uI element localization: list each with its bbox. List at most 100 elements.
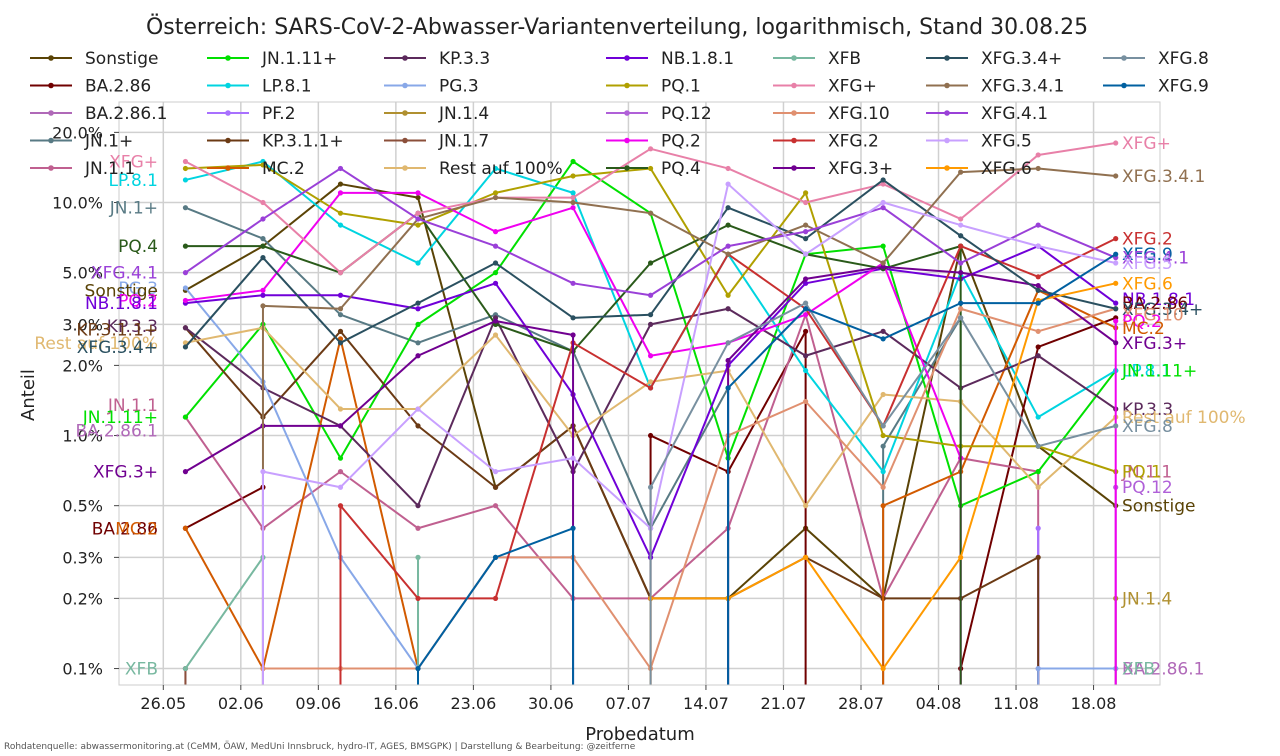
series-line: [649, 253, 729, 389]
legend-item-pq-4: PQ.4: [606, 159, 701, 179]
series-line: [495, 323, 574, 353]
data-point: [1035, 222, 1041, 228]
data-point: [1035, 414, 1041, 420]
data-point: [1113, 280, 1119, 286]
data-point: [570, 315, 576, 321]
series-line: [727, 253, 807, 372]
data-point: [880, 181, 886, 187]
legend-item-jn-1-4: JN.1.4: [384, 104, 489, 124]
series-line: [262, 164, 342, 215]
data-point: [492, 190, 499, 196]
data-point: [337, 222, 344, 228]
series-line: [262, 387, 341, 427]
series-line: [262, 323, 342, 459]
series-line: [417, 320, 496, 357]
data-point: [647, 165, 654, 172]
series-line: [417, 334, 497, 410]
data-point: [415, 595, 421, 602]
series-line: [262, 245, 341, 274]
series-line: [495, 527, 574, 559]
series-line: [184, 326, 264, 389]
series-line: [1037, 445, 1117, 473]
left-series-label: JN.1.11+: [82, 408, 158, 428]
series-line: [339, 218, 419, 310]
data-point: [415, 222, 421, 228]
series-line: [494, 282, 574, 396]
data-point: [647, 321, 654, 327]
right-series-label: Sonstige: [1122, 497, 1195, 517]
left-series-label: PG.3: [118, 279, 158, 299]
data-point: [1113, 236, 1119, 242]
data-point: [182, 665, 189, 672]
data-point: [415, 190, 421, 196]
series-line: [262, 470, 341, 489]
data-point: [1035, 344, 1041, 350]
data-point: [492, 165, 499, 172]
series-xfg-8: [647, 300, 1119, 685]
right-series-label: XFB: [1122, 660, 1155, 680]
data-point: [260, 287, 266, 293]
legend-item-xfb: XFB: [773, 49, 861, 69]
left-series-label: NB.1.8.1: [85, 294, 158, 314]
series-line: [882, 262, 962, 459]
series-line: [184, 323, 264, 418]
data-point: [337, 292, 344, 298]
left-series-label: JN.1+: [109, 199, 158, 219]
series-xfg-3-4: [182, 177, 1119, 350]
series-jn-1-11: [182, 158, 1119, 509]
data-point: [880, 391, 886, 398]
x-tick-label: 30.06: [528, 694, 574, 713]
series-line: [417, 408, 497, 473]
series-line: [882, 457, 962, 599]
legend-marker: [225, 55, 231, 61]
legend-marker: [225, 110, 231, 116]
series-line: [495, 167, 574, 194]
data-point: [492, 280, 499, 286]
data-point: [803, 398, 809, 405]
x-tick-label: 28.07: [838, 694, 884, 713]
data-point: [260, 162, 266, 168]
series-line: [572, 425, 652, 599]
data-point: [1035, 554, 1041, 560]
end-labels: XFG+LP.8.1JN.1+PQ.4XFG.4.1PG.3SonstigePQ…: [34, 134, 1245, 680]
data-point: [182, 243, 189, 249]
series-line: [339, 212, 419, 274]
legend-marker: [402, 165, 408, 171]
data-point: [725, 385, 731, 391]
series-line: [727, 278, 807, 362]
series-line: [650, 245, 729, 297]
data-point: [803, 554, 809, 560]
data-point: [958, 270, 964, 276]
legend-marker: [791, 82, 797, 89]
data-point: [1035, 287, 1041, 293]
series-line: [1038, 142, 1116, 156]
series-line: [494, 505, 574, 600]
series-line: [185, 289, 264, 302]
series-line: [417, 317, 497, 507]
series-line: [184, 160, 264, 204]
series-line: [960, 354, 1039, 389]
data-point: [182, 158, 189, 165]
series-line: [650, 341, 729, 357]
series-line: [1037, 424, 1116, 448]
legend-marker: [944, 110, 950, 116]
data-point: [880, 177, 886, 183]
legend-marker: [944, 55, 950, 61]
series-lines: [182, 140, 1119, 685]
legend-label: JN.1+: [84, 132, 133, 152]
series-line: [960, 224, 1039, 248]
legend-item-lp-8-1: LP.8.1: [207, 77, 312, 97]
series-line: [572, 394, 652, 558]
legend-label: PQ.4: [661, 159, 701, 179]
data-point: [415, 554, 421, 560]
legend-label: LP.8.1: [262, 77, 312, 97]
series-line: [649, 207, 729, 316]
left-series-label: KP.3.3: [107, 317, 158, 337]
series-line: [650, 212, 729, 256]
right-series-label: PQ.1: [1122, 463, 1162, 483]
series-line: [1038, 167, 1116, 177]
data-point: [958, 300, 964, 306]
data-point: [803, 503, 809, 509]
data-point: [492, 469, 499, 475]
